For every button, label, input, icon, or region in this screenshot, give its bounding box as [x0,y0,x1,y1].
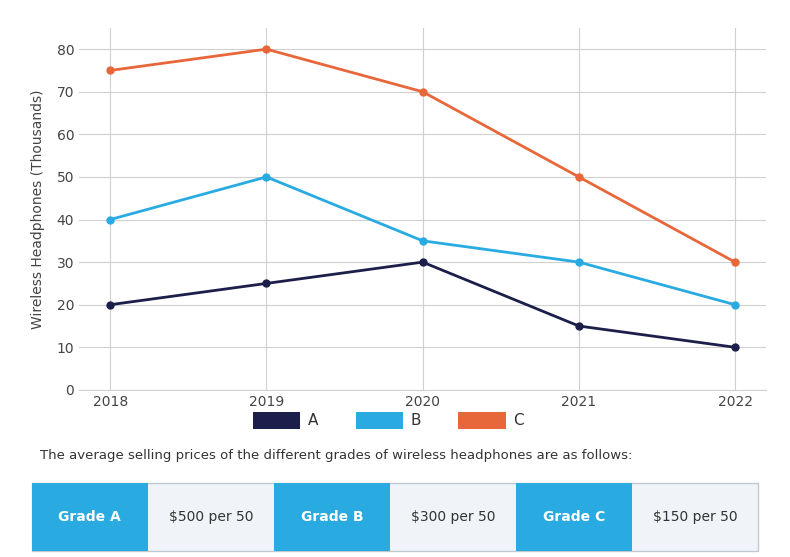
Bar [516,483,633,551]
Y-axis label: Wireless Headphones (Thousands): Wireless Headphones (Thousands) [32,89,45,329]
Text: $500 per 50: $500 per 50 [168,510,253,524]
Bar [253,412,300,429]
FancyBboxPatch shape [32,483,758,551]
Text: A: A [308,413,318,428]
Text: Grade A: Grade A [58,510,121,524]
Text: $300 per 50: $300 per 50 [411,510,495,524]
Bar [274,483,390,551]
Bar [32,483,148,551]
Text: The average selling prices of the different grades of wireless headphones are as: The average selling prices of the differ… [40,449,632,462]
Text: C: C [514,413,524,428]
Text: Grade B: Grade B [301,510,363,524]
Text: Grade C: Grade C [544,510,605,524]
Bar [356,412,403,429]
Text: $150 per 50: $150 per 50 [653,510,738,524]
Bar [458,412,506,429]
Text: B: B [411,413,421,428]
